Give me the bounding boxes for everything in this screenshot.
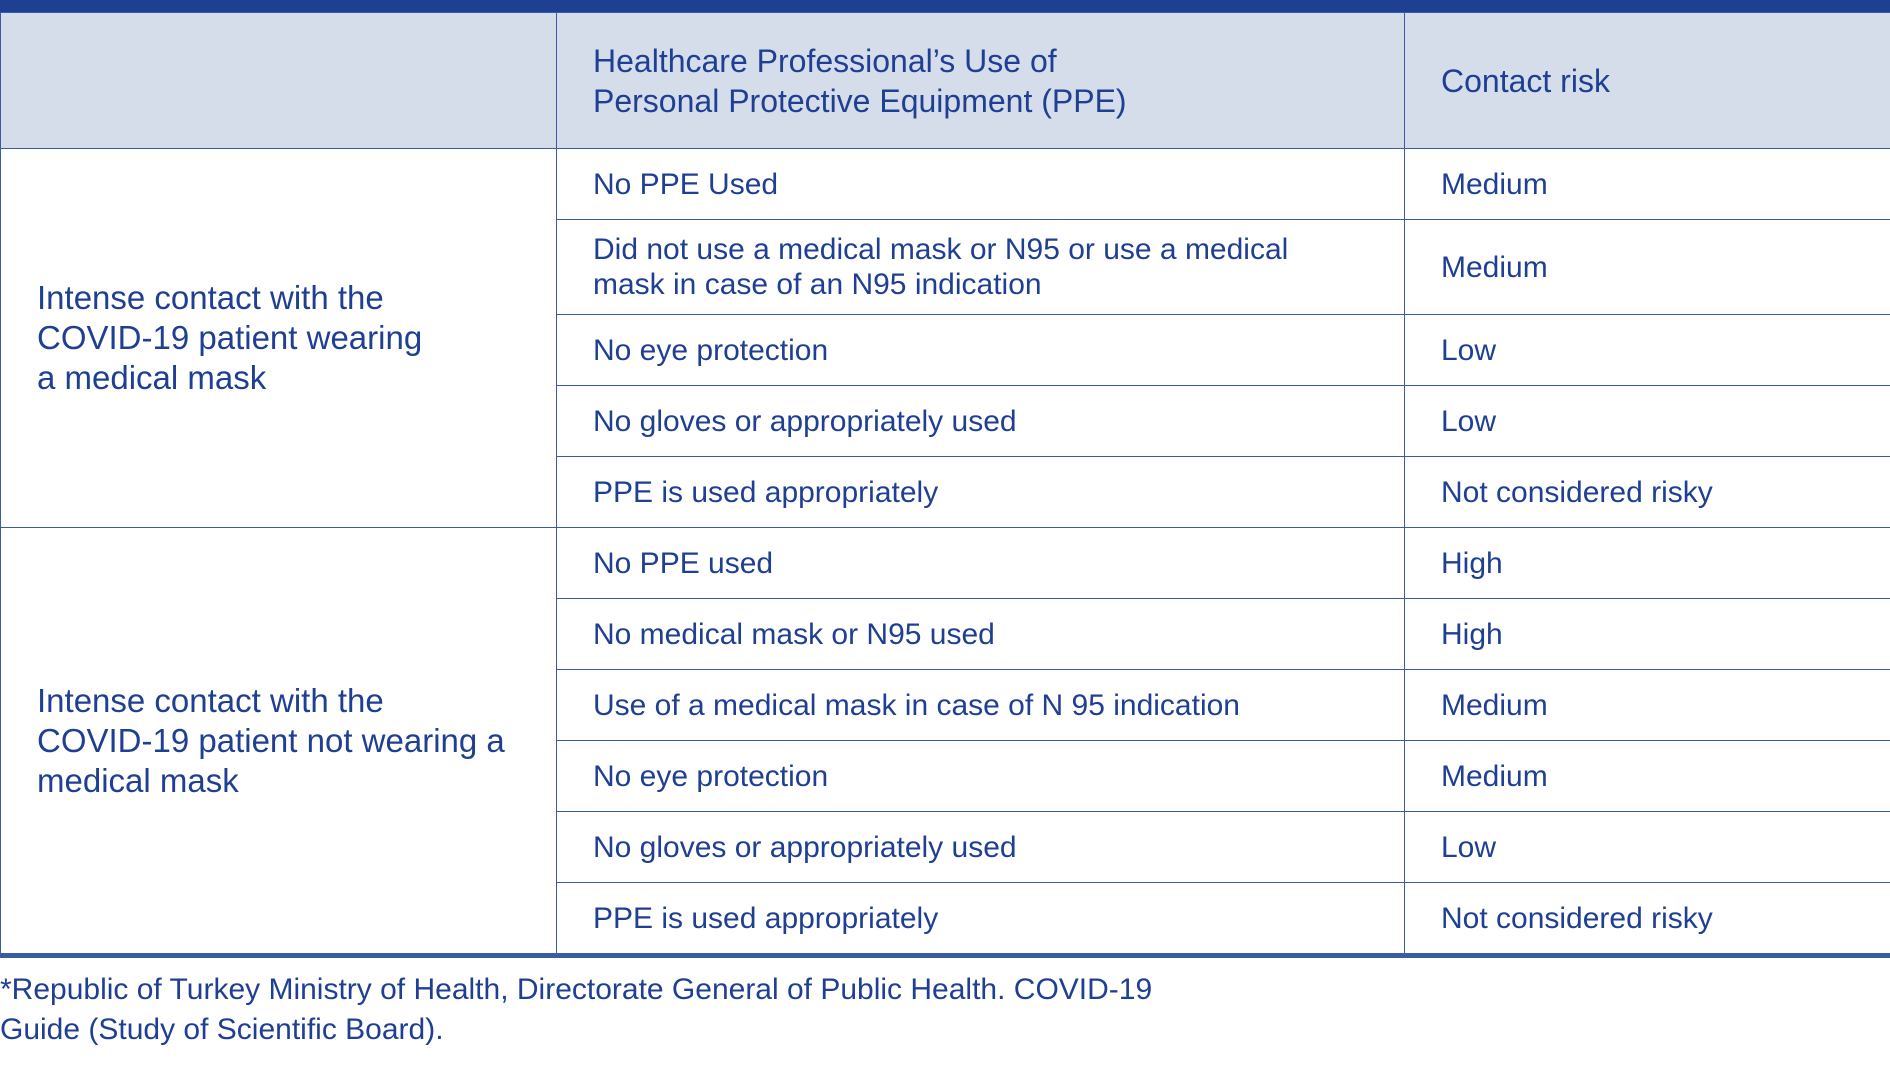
header-ppe-use: Healthcare Professional’s Use of Persona… [556, 12, 1405, 149]
risk-cell: High [1404, 527, 1890, 599]
group-label-not-wearing-mask: Intense contact with the COVID-19 patien… [0, 527, 557, 954]
table-row: Intense contact with the COVID-19 patien… [0, 148, 1890, 528]
ppe-cell: No eye protection [556, 740, 1405, 812]
table-row: No gloves or appropriately used Low [1, 385, 1890, 457]
ppe-cell: No gloves or appropriately used [556, 811, 1405, 883]
risk-cell: Medium [1404, 740, 1890, 812]
ppe-cell: No PPE Used [556, 148, 1405, 220]
ppe-cell: No gloves or appropriately used [556, 385, 1405, 457]
risk-table-container: Healthcare Professional’s Use of Persona… [0, 0, 1890, 958]
risk-cell: High [1404, 598, 1890, 670]
footnote-line-1: *Republic of Turkey Ministry of Health, … [0, 973, 1153, 1006]
ppe-cell: Use of a medical mask in case of N 95 in… [556, 669, 1405, 741]
risk-cell: Not considered risky [1404, 456, 1890, 528]
risk-cell: Medium [1404, 219, 1890, 315]
footnote-line-2: Guide (Study of Scientific Board). [0, 1013, 444, 1046]
risk-cell: Not considered risky [1404, 882, 1890, 954]
table-header-row: Healthcare Professional’s Use of Persona… [0, 12, 1890, 149]
ppe-cell: No eye protection [556, 314, 1405, 386]
table-row: No medical mask or N95 used High [1, 598, 1890, 670]
ppe-cell: Did not use a medical mask or N95 or use… [556, 219, 1405, 315]
table-row: PPE is used appropriately Not considered… [1, 882, 1890, 954]
group-label-line: medical mask [37, 761, 239, 799]
group-label-line: Intense contact with the [37, 681, 384, 719]
group-label-wearing-mask: Intense contact with the COVID-19 patien… [0, 148, 557, 528]
table-row: Intense contact with the COVID-19 patien… [0, 527, 1890, 954]
table-row: No eye protection Low [1, 314, 1890, 386]
ppe-cell: PPE is used appropriately [556, 456, 1405, 528]
table-top-bar [0, 0, 1890, 12]
table-row: No gloves or appropriately used Low [1, 811, 1890, 883]
group-label-line: COVID-19 patient not wearing a [37, 721, 505, 759]
table-row: No eye protection Medium [1, 740, 1890, 812]
risk-cell: Low [1404, 314, 1890, 386]
header-empty-cell [0, 12, 557, 149]
risk-cell: Low [1404, 385, 1890, 457]
group-label-line: Intense contact with the [37, 279, 384, 316]
contact-risk-table: Healthcare Professional’s Use of Persona… [0, 12, 1890, 954]
ppe-cell-line: mask in case of an N95 indication [593, 268, 1042, 301]
table-row: Use of a medical mask in case of N 95 in… [1, 669, 1890, 741]
group-label-line: a medical mask [37, 359, 267, 396]
ppe-cell: No PPE used [556, 527, 1405, 599]
risk-cell: Low [1404, 811, 1890, 883]
risk-cell: Medium [1404, 148, 1890, 220]
header-contact-risk: Contact risk [1404, 12, 1890, 149]
ppe-cell-line: Did not use a medical mask or N95 or use… [593, 233, 1289, 266]
table-bottom-bar [0, 954, 1890, 958]
ppe-cell: No medical mask or N95 used [556, 598, 1405, 670]
table-row: PPE is used appropriately Not considered… [1, 456, 1890, 528]
header-ppe-line-1: Healthcare Professional’s Use of [593, 42, 1057, 79]
group-label-line: COVID-19 patient wearing [37, 319, 423, 356]
source-footnote: *Republic of Turkey Ministry of Health, … [0, 970, 1200, 1050]
ppe-cell: PPE is used appropriately [556, 882, 1405, 954]
header-ppe-line-2: Personal Protective Equipment (PPE) [593, 82, 1127, 119]
risk-cell: Medium [1404, 669, 1890, 741]
